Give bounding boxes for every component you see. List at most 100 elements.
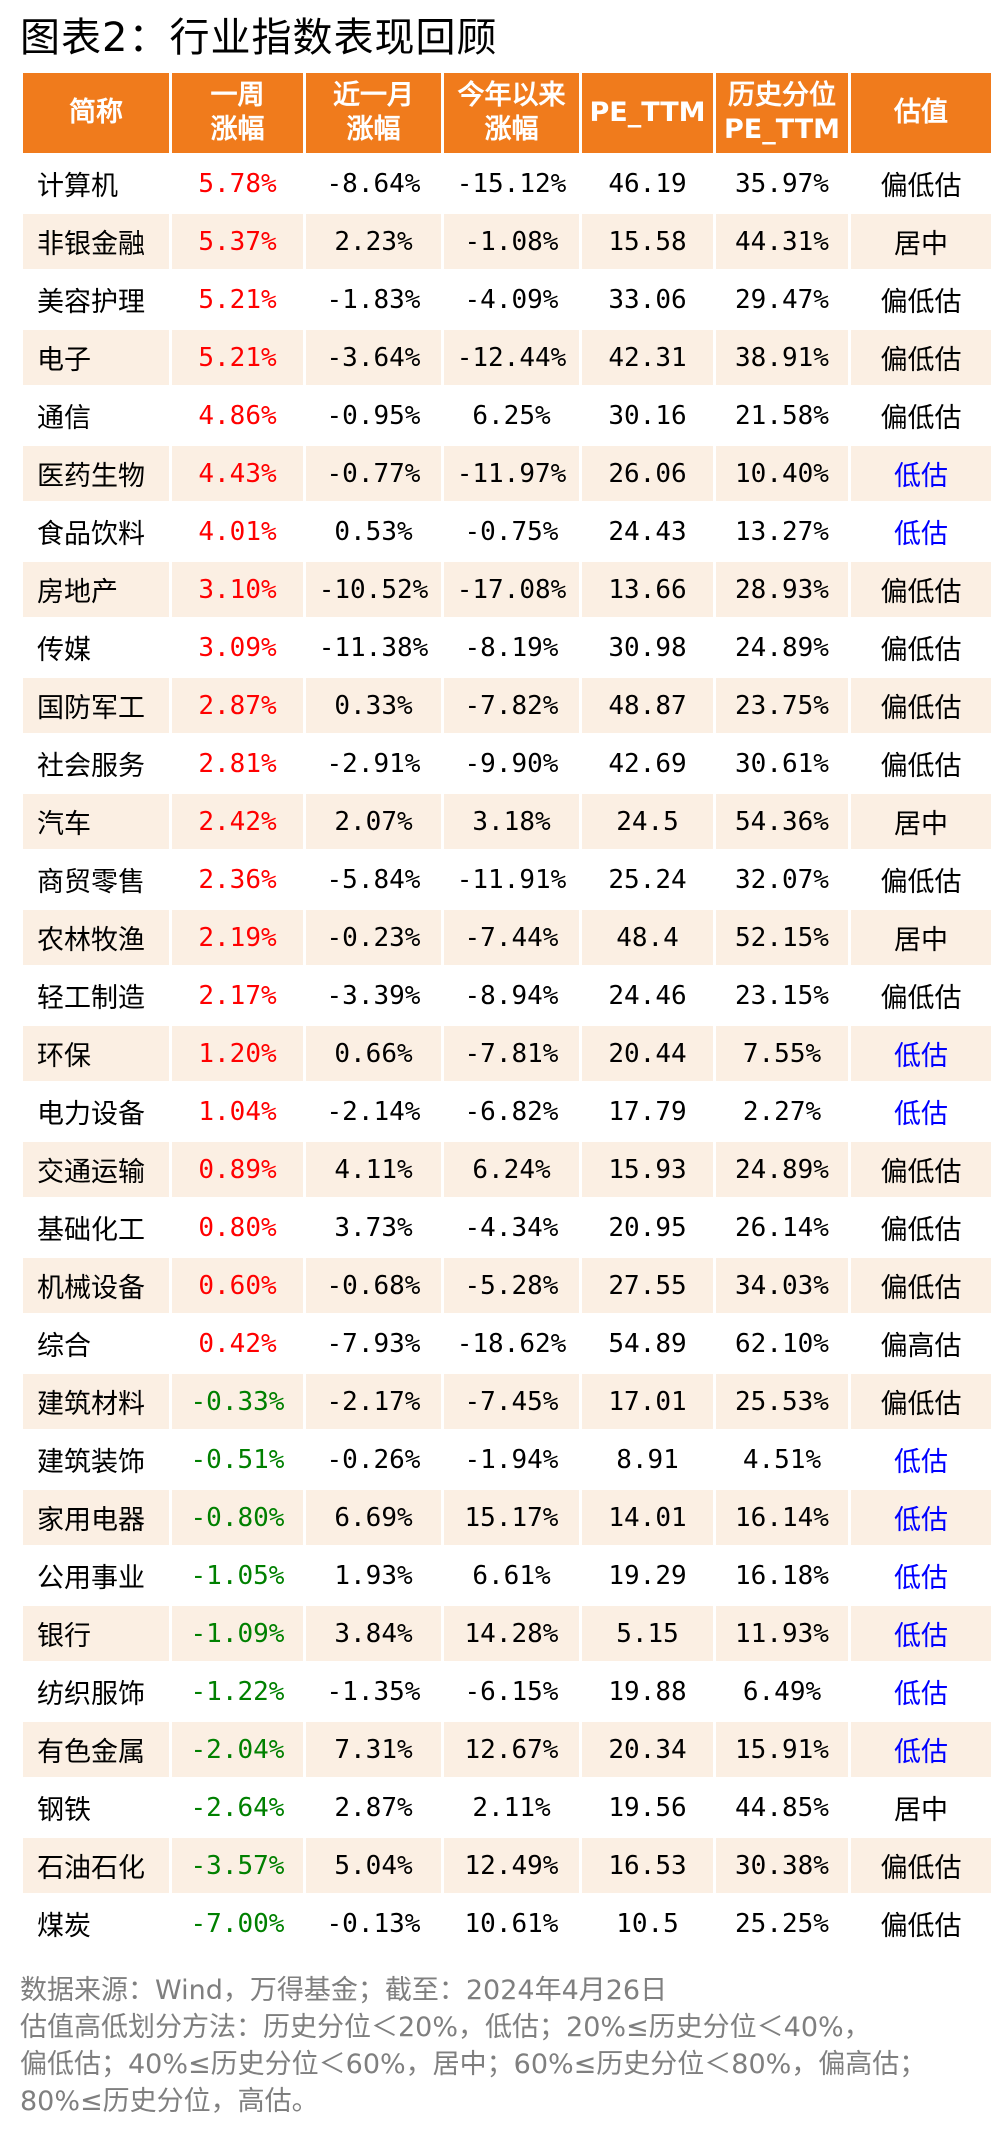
valuation-cell: 偏高估 <box>880 1331 962 1362</box>
pe-ttm-cell: 42.69 <box>608 748 687 779</box>
table-row: 农林牧渔 2.19% -0.23% -7.44% 48.4 52.15% 居中 <box>23 910 991 965</box>
month-change-cell: -3.39% <box>326 980 421 1011</box>
table-row: 传媒 3.09% -11.38% -8.19% 30.98 24.89% 偏低估 <box>23 620 991 675</box>
valuation-cell: 低估 <box>851 446 991 501</box>
industry-name: 煤炭 <box>37 1911 91 1942</box>
month-change-cell: -7.93% <box>326 1328 421 1359</box>
week-change-cell: -0.80% <box>172 1490 303 1545</box>
source-note: 数据来源：Wind，万得基金；截至：2024年4月26日 估值高低划分方法：历史… <box>20 1972 990 2120</box>
table-row: 公用事业 -1.05% 1.93% 6.61% 19.29 16.18% 低估 <box>23 1548 991 1603</box>
table-row: 石油石化 -3.57% 5.04% 12.49% 16.53 30.38% 偏低估 <box>23 1838 991 1893</box>
industry-name: 国防军工 <box>23 678 169 733</box>
table-row: 电子 5.21% -3.64% -12.44% 42.31 38.91% 偏低估 <box>23 330 991 385</box>
industry-name: 建筑装饰 <box>37 1447 145 1478</box>
table-row: 轻工制造 2.17% -3.39% -8.94% 24.46 23.15% 偏低估 <box>23 968 991 1023</box>
pe-percentile-cell: 11.93% <box>716 1606 848 1661</box>
valuation-cell: 偏低估 <box>851 330 991 385</box>
pe-percentile-cell: 7.55% <box>716 1026 848 1081</box>
table-row: 钢铁 -2.64% 2.87% 2.11% 19.56 44.85% 居中 <box>23 1780 991 1835</box>
industry-name: 建筑材料 <box>23 1374 169 1429</box>
pe-percentile-cell: 16.18% <box>735 1560 829 1591</box>
pe-percentile-cell: 10.40% <box>716 446 848 501</box>
week-change-cell: 2.17% <box>198 980 277 1011</box>
month-change-cell: -2.14% <box>326 1096 421 1127</box>
month-change-cell: 2.07% <box>306 794 441 849</box>
method-line: 估值高低划分方法：历史分位＜20%，低估；20%≤历史分位＜40%， <box>20 2012 871 2043</box>
valuation-cell: 低估 <box>894 1679 948 1710</box>
pe-ttm-cell: 17.79 <box>608 1096 687 1127</box>
valuation-cell: 偏低估 <box>851 678 991 733</box>
pe-percentile-cell: 25.53% <box>716 1374 848 1429</box>
week-change-cell: 4.43% <box>172 446 303 501</box>
month-change-cell: -5.84% <box>326 864 421 895</box>
month-change-cell: 5.04% <box>306 1838 441 1893</box>
pe-ttm-cell: 24.5 <box>582 794 713 849</box>
ytd-change-cell: -18.62% <box>456 1328 567 1359</box>
month-change-cell: -0.26% <box>326 1444 421 1475</box>
industry-name: 银行 <box>23 1606 169 1661</box>
pe-ttm-cell: 8.91 <box>616 1444 679 1475</box>
pe-ttm-cell: 19.29 <box>608 1560 687 1591</box>
pe-ttm-cell: 24.46 <box>608 980 687 1011</box>
ytd-change-cell: -9.90% <box>464 748 559 779</box>
industry-name: 汽车 <box>23 794 169 849</box>
industry-name: 有色金属 <box>23 1722 169 1777</box>
month-change-cell: -0.13% <box>326 1908 421 1939</box>
industry-name: 交通运输 <box>23 1142 169 1197</box>
table-row: 医药生物 4.43% -0.77% -11.97% 26.06 10.40% 低估 <box>23 446 991 501</box>
industry-name: 通信 <box>37 403 91 434</box>
pe-ttm-cell: 48.4 <box>582 910 713 965</box>
ytd-change-cell: -6.82% <box>464 1096 559 1127</box>
pe-ttm-cell: 13.66 <box>582 562 713 617</box>
ytd-change-cell: -7.81% <box>444 1026 579 1081</box>
valuation-cell: 低估 <box>851 1490 991 1545</box>
week-change-cell: 2.36% <box>198 864 277 895</box>
ytd-change-cell: 6.25% <box>472 400 551 431</box>
ytd-change-cell: -0.75% <box>464 516 559 547</box>
header-pe-ttm: PE_TTM <box>582 73 713 153</box>
valuation-cell: 偏低估 <box>880 867 962 898</box>
week-change-cell: 0.80% <box>198 1212 277 1243</box>
ytd-change-cell: -8.94% <box>464 980 559 1011</box>
month-change-cell: -0.68% <box>306 1258 441 1313</box>
table-row: 房地产 3.10% -10.52% -17.08% 13.66 28.93% 偏低估 <box>23 562 991 617</box>
industry-name: 房地产 <box>23 562 169 617</box>
pe-percentile-cell: 25.25% <box>735 1908 829 1939</box>
header-name: 简称 <box>23 73 169 153</box>
month-change-cell: -0.95% <box>326 400 421 431</box>
week-change-cell: 3.10% <box>172 562 303 617</box>
pe-ttm-cell: 20.95 <box>608 1212 687 1243</box>
valuation-cell: 偏低估 <box>880 1911 962 1942</box>
valuation-cell: 低估 <box>894 1447 948 1478</box>
industry-name: 电子 <box>23 330 169 385</box>
valuation-cell: 偏低估 <box>880 635 962 666</box>
week-change-cell: 0.89% <box>172 1142 303 1197</box>
month-change-cell: 0.33% <box>306 678 441 733</box>
table-row: 美容护理 5.21% -1.83% -4.09% 33.06 29.47% 偏低估 <box>23 272 991 327</box>
ytd-change-cell: -12.44% <box>444 330 579 385</box>
table-row: 有色金属 -2.04% 7.31% 12.67% 20.34 15.91% 低估 <box>23 1722 991 1777</box>
table-row: 通信 4.86% -0.95% 6.25% 30.16 21.58% 偏低估 <box>23 388 991 443</box>
month-change-cell: -2.91% <box>326 748 421 779</box>
week-change-cell: -2.04% <box>172 1722 303 1777</box>
industry-name: 非银金融 <box>23 214 169 269</box>
industry-name: 农林牧渔 <box>23 910 169 965</box>
week-change-cell: 1.20% <box>172 1026 303 1081</box>
valuation-cell: 低估 <box>894 519 948 550</box>
valuation-cell: 偏低估 <box>880 287 962 318</box>
table-row: 建筑材料 -0.33% -2.17% -7.45% 17.01 25.53% 偏低估 <box>23 1374 991 1429</box>
pe-ttm-cell: 48.87 <box>582 678 713 733</box>
pe-percentile-cell: 6.49% <box>742 1676 822 1707</box>
industry-name: 环保 <box>23 1026 169 1081</box>
table-row: 社会服务 2.81% -2.91% -9.90% 42.69 30.61% 偏低估 <box>23 736 991 791</box>
pe-percentile-cell: 2.27% <box>742 1096 822 1127</box>
pe-percentile-cell: 35.97% <box>735 168 829 199</box>
pe-percentile-cell: 32.07% <box>735 864 829 895</box>
ytd-change-cell: 12.67% <box>444 1722 579 1777</box>
ytd-change-cell: -8.19% <box>464 632 559 663</box>
month-change-cell: 4.11% <box>306 1142 441 1197</box>
valuation-cell: 低估 <box>851 1722 991 1777</box>
industry-name: 电力设备 <box>37 1099 145 1130</box>
table-row: 电力设备 1.04% -2.14% -6.82% 17.79 2.27% 低估 <box>23 1084 991 1139</box>
